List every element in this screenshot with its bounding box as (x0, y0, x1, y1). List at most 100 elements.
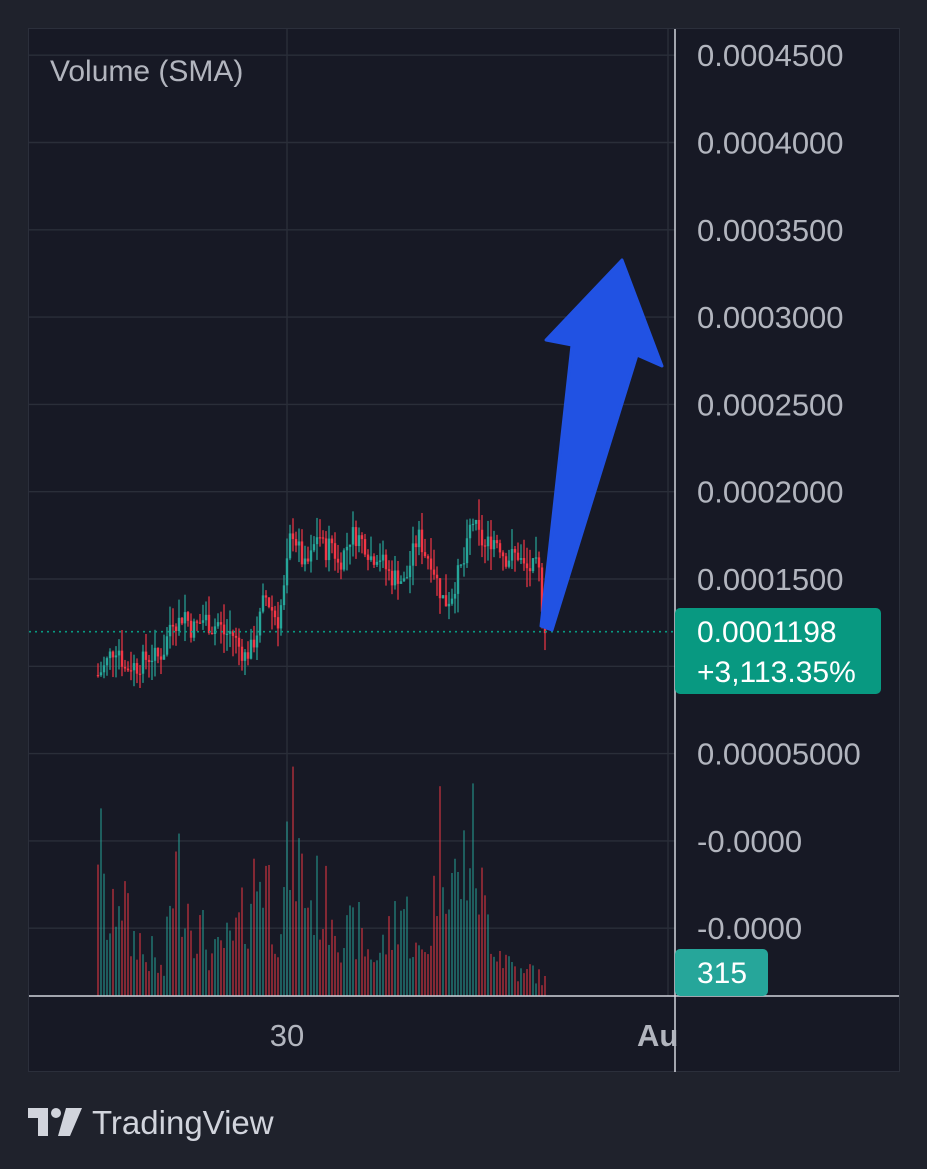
candle-body (228, 631, 232, 634)
candle-body (129, 670, 133, 672)
volume-bar (304, 908, 306, 996)
candle-body (474, 519, 478, 524)
candle-body (198, 622, 202, 624)
volume-bar (217, 936, 219, 996)
candle-body (480, 529, 484, 546)
volume-bar (469, 868, 471, 996)
candle-body (444, 595, 448, 607)
volume-bar (406, 896, 408, 996)
volume-bar (334, 935, 336, 996)
candle-body (375, 561, 379, 565)
volume-bar (205, 949, 207, 996)
volume-bar (412, 957, 414, 996)
volume-bar (376, 960, 378, 996)
volume-bar (124, 881, 126, 996)
volume-bar (232, 940, 234, 996)
volume-bars (97, 766, 546, 996)
volume-bar (211, 953, 213, 996)
candle-body (216, 622, 220, 627)
volume-value: 315 (697, 957, 747, 990)
candle-body (177, 617, 181, 631)
candle-body (369, 556, 373, 560)
up-arrow-icon (539, 258, 664, 632)
candle-body (210, 632, 214, 635)
candle-body (225, 633, 229, 635)
volume-bar (397, 944, 399, 996)
volume-bar (385, 954, 387, 996)
volume-bar (481, 867, 483, 996)
volume-bar (370, 959, 372, 996)
candle-body (123, 666, 127, 669)
volume-bar (115, 926, 117, 996)
candle-body (501, 552, 505, 557)
candle-body (339, 562, 343, 570)
price-tick-label: -0.0000 (697, 824, 802, 859)
volume-bar (310, 900, 312, 996)
candle-body (156, 647, 160, 657)
volume-bar (139, 933, 141, 996)
volume-bar (391, 949, 393, 996)
volume-bar (169, 905, 171, 996)
volume-bar (151, 936, 153, 996)
time-axis[interactable]: 30 Au (270, 1018, 679, 1053)
candle-body (213, 626, 217, 635)
candle-body (381, 554, 385, 561)
candle-body (141, 651, 145, 674)
volume-bar (103, 873, 105, 996)
tradingview-logo-icon (28, 1108, 82, 1136)
candle-body (144, 651, 148, 660)
volume-bar (355, 959, 357, 996)
candle-body (468, 524, 472, 539)
volume-bar (430, 945, 432, 996)
candle-body (462, 563, 466, 565)
candle-body (279, 605, 283, 629)
candle-body (165, 636, 169, 655)
volume-bar (358, 901, 360, 996)
volume-bar (472, 783, 474, 996)
indicator-legend[interactable]: Volume (SMA) (50, 55, 243, 88)
candle-body (420, 529, 424, 553)
candle-body (111, 651, 115, 658)
volume-bar (172, 908, 174, 996)
time-tick-label: 30 (270, 1018, 304, 1053)
volume-bar (97, 864, 99, 996)
candle-body (345, 546, 349, 551)
candle-body (396, 570, 400, 584)
volume-bar (148, 971, 150, 996)
volume-bar (379, 952, 381, 996)
volume-bar (265, 865, 267, 996)
candle-body (453, 593, 457, 599)
volume-bar (178, 833, 180, 996)
volume-bar (253, 858, 255, 996)
volume-bar (157, 972, 159, 996)
candle-body (360, 535, 364, 540)
volume-bar (541, 985, 543, 996)
volume-bar (121, 920, 123, 996)
volume-bar (514, 966, 516, 996)
candle-body (537, 557, 541, 568)
tradingview-logo[interactable]: TradingView (28, 1100, 274, 1146)
candle-body (105, 658, 109, 666)
volume-bar (229, 930, 231, 996)
candle-body (387, 569, 391, 571)
volume-bar (274, 953, 276, 996)
volume-bar (313, 935, 315, 996)
volume-bar (361, 928, 363, 996)
volume-bar (187, 903, 189, 996)
volume-bar (520, 968, 522, 996)
volume-bar (166, 916, 168, 996)
volume-bar (247, 948, 249, 996)
volume-bar (118, 906, 120, 996)
price-axis[interactable]: 0.0004500 0.0004000 0.0003500 0.0003000 0.00… (697, 38, 861, 946)
candle-body (510, 549, 514, 561)
candle-body (186, 612, 190, 621)
candle-body (357, 535, 361, 547)
volume-bar (505, 954, 507, 996)
candle-body (162, 654, 166, 660)
volume-bar (208, 970, 210, 996)
price-tick-label: 0.0004000 (697, 126, 844, 161)
candle-body (183, 612, 187, 624)
candle-body (504, 556, 508, 567)
candle-body (204, 614, 208, 621)
